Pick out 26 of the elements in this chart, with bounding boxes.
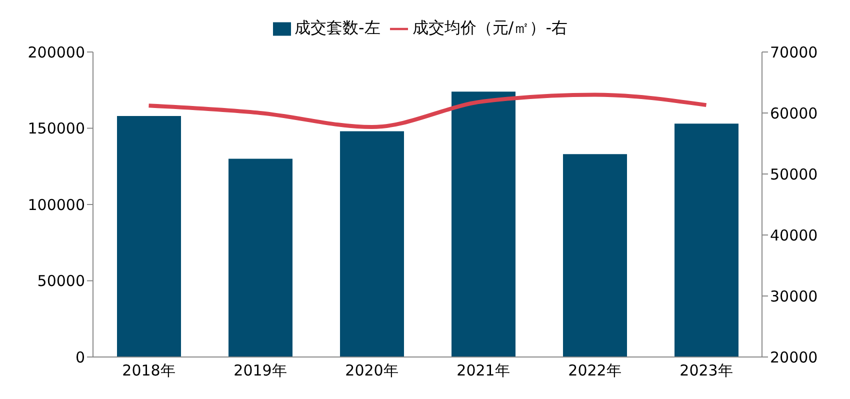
y2-tick-label: 40000 [770,226,818,244]
y2-tick-label: 50000 [770,165,818,184]
legend-label: 成交套数-左 [294,18,380,37]
x-tick-label: 2022年 [568,362,622,380]
line-series [146,92,708,130]
y2-tick-label: 60000 [770,104,818,122]
bar [563,154,627,357]
y2-tick-label: 20000 [770,348,818,366]
x-tick-label: 2021年 [456,362,510,380]
y2-tick-label: 70000 [770,43,818,62]
legend-label: 成交均价（元/㎡）-右 [412,18,568,37]
y2-tick-label: 30000 [770,287,818,306]
y-tick-label: 100000 [28,196,85,214]
x-tick-label: 2020年 [345,362,398,380]
x-tick-label: 2023年 [680,362,733,380]
y-tick-label: 200000 [28,43,85,62]
bar [117,116,181,357]
bar [674,124,738,357]
bar [452,92,516,357]
bar [228,158,292,357]
x-tick-label: 2019年 [234,362,287,380]
y-tick-label: 150000 [28,120,85,138]
y-tick-label: 0 [75,348,85,366]
bar [340,131,404,357]
x-tick-label: 2018年 [122,362,176,380]
y-tick-label: 50000 [37,272,85,290]
